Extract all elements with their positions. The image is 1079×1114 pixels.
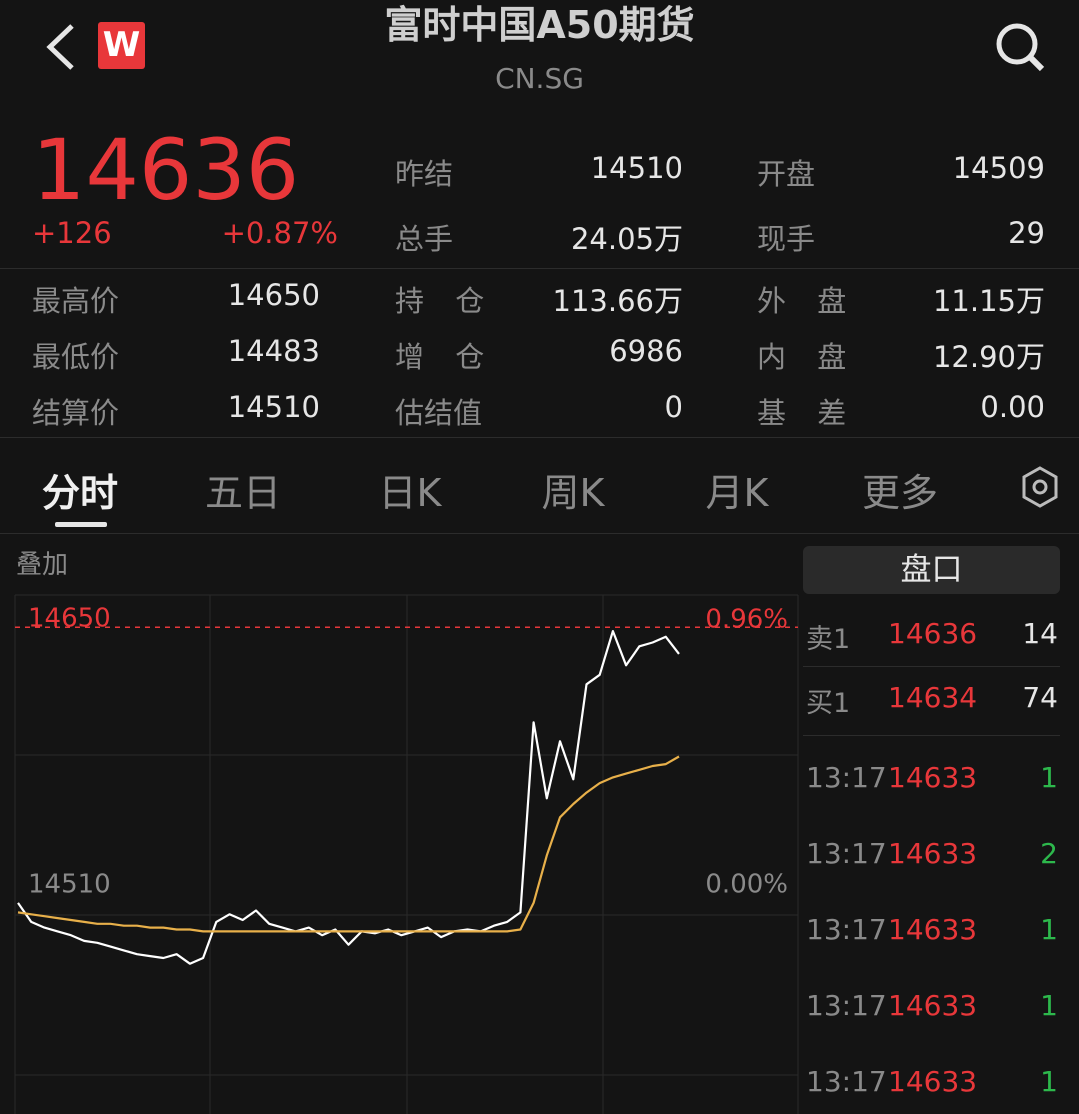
- book-volume: 74: [1022, 681, 1058, 714]
- divider: [803, 666, 1060, 667]
- stat-label: 开盘: [757, 157, 816, 191]
- last-price: 14636: [32, 121, 300, 219]
- divider: [0, 533, 1079, 534]
- title: 富时中国A50期货: [384, 3, 695, 47]
- back-button[interactable]: [40, 22, 80, 72]
- trade-price: 14633: [888, 1065, 978, 1098]
- symbol: CN.SG: [495, 62, 584, 95]
- settings-button[interactable]: [1020, 465, 1060, 509]
- tab[interactable]: 五日: [204, 471, 282, 515]
- trade-time: 13:17: [806, 1065, 887, 1098]
- order-book-title[interactable]: 盘口: [803, 546, 1060, 594]
- trade-volume: 2: [1040, 837, 1058, 870]
- tab[interactable]: 分时: [41, 471, 119, 515]
- trade-price: 14633: [888, 761, 978, 794]
- stat-value: 12.90万: [932, 340, 1045, 374]
- trade-volume: 1: [1040, 1065, 1058, 1098]
- stat-label: 最低价: [32, 340, 120, 374]
- stat-value: 11.15万: [932, 284, 1045, 318]
- trade-time: 13:17: [806, 837, 887, 870]
- trade-volume: 1: [1040, 761, 1058, 794]
- trade-price: 14633: [888, 989, 978, 1022]
- search-button[interactable]: [992, 20, 1052, 76]
- book-price: 14634: [888, 681, 978, 714]
- tab[interactable]: 月K: [705, 471, 769, 515]
- tab-indicator: [55, 522, 107, 527]
- tab[interactable]: 日K: [378, 471, 442, 515]
- stat-value: 14509: [952, 151, 1045, 185]
- book-label: 卖1: [806, 624, 851, 655]
- trade-volume: 1: [1040, 989, 1058, 1022]
- book-volume: 14: [1022, 617, 1058, 650]
- book-price: 14636: [888, 617, 978, 650]
- stat-value: 113.66万: [552, 284, 683, 318]
- chart: 叠加 14650 14510 0.96% 0.00%: [14, 550, 799, 1114]
- stat-value: 24.05万: [570, 222, 683, 256]
- trade-price: 14633: [888, 913, 978, 946]
- trade-time: 13:17: [806, 989, 887, 1022]
- y2-tick-label: 0.00%: [705, 869, 788, 899]
- stat-value: 14650: [227, 278, 320, 312]
- change-pct: +0.87%: [221, 216, 338, 250]
- stat-value: 14510: [227, 390, 320, 424]
- badge: W: [98, 22, 145, 69]
- stat-value: 29: [1008, 216, 1045, 250]
- stat-value: 0.00: [980, 390, 1045, 424]
- stat-label: 内 盘: [757, 340, 847, 374]
- chart-frame: [14, 594, 799, 1114]
- change: +126: [32, 216, 112, 250]
- y2-tick-label: 0.96%: [705, 605, 788, 635]
- stat-label: 昨结: [395, 157, 454, 191]
- book-label: 买1: [806, 688, 851, 719]
- y-tick-label: 14650: [28, 603, 111, 633]
- overlay-button[interactable]: 叠加: [16, 550, 68, 580]
- average-line: [17, 755, 680, 933]
- price-line: [17, 630, 680, 965]
- trade-time: 13:17: [806, 761, 887, 794]
- stat-value: 14483: [227, 334, 320, 368]
- trade-price: 14633: [888, 837, 978, 870]
- divider: [0, 437, 1079, 438]
- tab[interactable]: 周K: [541, 471, 605, 515]
- trade-volume: 1: [1040, 913, 1058, 946]
- trade-time: 13:17: [806, 913, 887, 946]
- stat-value: 0: [664, 390, 683, 424]
- stat-label: 总手: [395, 222, 454, 256]
- tab[interactable]: 更多: [861, 471, 939, 515]
- stat-label: 现手: [757, 222, 816, 256]
- y-tick-label: 14510: [28, 869, 111, 899]
- stat-label: 结算价: [32, 396, 120, 430]
- stat-label: 增 仓: [395, 340, 485, 374]
- stat-label: 持 仓: [395, 284, 485, 318]
- divider: [803, 735, 1060, 736]
- stat-label: 基 差: [757, 396, 847, 430]
- stat-value: 14510: [590, 151, 683, 185]
- stat-label: 外 盘: [757, 284, 847, 318]
- divider: [0, 268, 1079, 269]
- stat-label: 最高价: [32, 284, 120, 318]
- stat-label: 估结值: [395, 396, 483, 430]
- stat-value: 6986: [609, 334, 683, 368]
